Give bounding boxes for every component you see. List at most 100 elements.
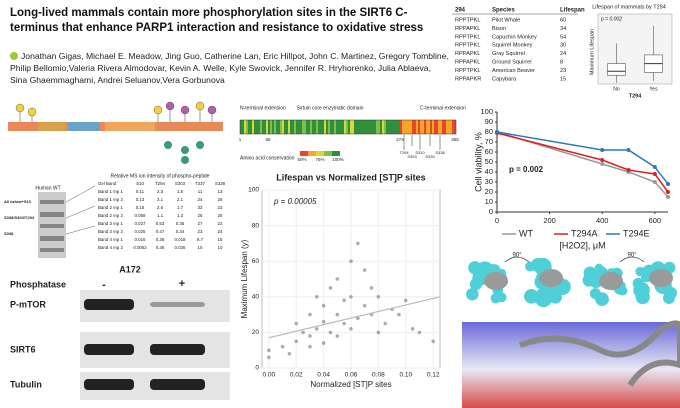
table-cell: Capybara: [492, 76, 517, 82]
point: [267, 348, 271, 353]
conservation-cell: [320, 120, 322, 134]
point: [362, 268, 367, 272]
y-tick-label: 0: [255, 365, 259, 372]
ms-cell: 0.018: [175, 237, 187, 242]
ms-header: T294: [155, 181, 166, 186]
marker: [666, 190, 670, 194]
y-tick-label: 100: [248, 187, 259, 194]
point: [294, 339, 299, 344]
x-tick-label: 400: [596, 216, 609, 225]
conservation-cell: [332, 120, 334, 134]
conservation-cell: [376, 120, 378, 134]
annotation: p = 0.002: [600, 16, 622, 22]
ms-cell: 22: [218, 221, 223, 226]
point: [328, 330, 333, 335]
legend-swatch: [316, 151, 324, 156]
y-axis-label: Maximum Lifespan (y): [240, 239, 249, 318]
conservation-cell: [446, 120, 448, 134]
conservation-cell: [350, 120, 352, 134]
conservation-cell: [268, 120, 270, 134]
marker: [652, 180, 657, 184]
conservation-cell: [414, 120, 416, 134]
ms-cell: 2.3: [157, 189, 164, 194]
ms-header: S338: [215, 181, 226, 186]
connector: [65, 205, 96, 219]
site-label: S303: [407, 154, 417, 159]
marker: [666, 182, 670, 186]
conservation-cell: [282, 120, 284, 134]
ms-header: S10: [136, 181, 144, 186]
x-axis-label: T294: [629, 93, 642, 99]
ms-cell: 15: [218, 237, 223, 242]
cell-line: A172: [119, 264, 141, 274]
x-tick-label: 200: [543, 216, 556, 225]
conservation-cell: [256, 120, 258, 134]
conservation-cell: [372, 120, 374, 134]
site-label: T294: [399, 150, 409, 155]
point: [321, 341, 326, 345]
marker: [600, 162, 605, 166]
conservation-cell: [340, 120, 342, 134]
table-cell: Gray Squirrel: [492, 51, 525, 57]
conservation-cell: [254, 120, 256, 134]
conservation-cell: [284, 120, 286, 134]
conservation-cell: [308, 120, 310, 134]
protein-label: Tubulin: [10, 379, 42, 389]
ms-cell: 25: [218, 213, 223, 218]
surface-blob: [632, 277, 644, 289]
conservation-cell: [398, 120, 400, 134]
point: [335, 334, 340, 338]
ms-cell: 0.35: [176, 221, 185, 226]
ms-cell: 0.36: [156, 237, 165, 242]
surface-blob: [594, 263, 604, 273]
marker: [666, 195, 670, 199]
marker: [652, 172, 657, 176]
table-header: Lifespan: [560, 8, 585, 14]
domain-label: N-terminal extension: [240, 105, 286, 111]
position-label: 355: [451, 137, 459, 142]
ms-cell: 0.016: [135, 237, 147, 242]
table-cell: RPPTPKL: [455, 43, 481, 49]
chart-title: Lifespan vs Normalized [ST]P sites: [276, 172, 425, 182]
y-tick-label: 60: [485, 147, 493, 156]
conservation-cell: [300, 120, 302, 134]
point: [267, 355, 271, 360]
position-label: 1: [239, 137, 242, 142]
protein-label: P-mTOR: [10, 299, 46, 309]
ms-cell: 0.027: [135, 221, 147, 226]
table-cell: 60: [560, 17, 566, 23]
table-cell: 54: [560, 34, 566, 40]
point: [308, 344, 312, 349]
conservation-cell: [274, 120, 276, 134]
x-tick-label: 600: [649, 216, 662, 225]
table-cell: 24: [560, 51, 566, 57]
conservation-cell: [252, 120, 254, 134]
ms-cell: 8.7: [197, 237, 204, 242]
ms-cell: 0.34: [176, 229, 185, 234]
ms-header: S303: [175, 181, 186, 186]
conservation-cell: [394, 120, 396, 134]
conservation-cell: [408, 120, 410, 134]
ms-cell: 26: [198, 213, 203, 218]
x-tick-label: 0: [495, 216, 499, 225]
y-tick-label: 0: [489, 207, 493, 216]
conservation-cell: [318, 120, 320, 134]
position-label: 274: [396, 137, 404, 142]
ms-cell: 0.53: [156, 221, 165, 226]
surface-blob: [466, 287, 479, 301]
table-cell: American Beaver: [492, 68, 535, 74]
conservation-cell: [422, 120, 424, 134]
legend-swatch: [324, 151, 332, 156]
conservation-cell: [374, 120, 376, 134]
ms-cell: 0.025: [135, 229, 147, 234]
conservation-cell: [246, 120, 248, 134]
conservation-cell: [302, 120, 304, 134]
legend-tick: 100%: [332, 157, 344, 162]
lollipop: [196, 141, 204, 149]
ms-cell: 1.5: [177, 189, 184, 194]
legend-title: Amino acid conservation: [240, 155, 295, 161]
rotation-label: 90°: [627, 253, 637, 259]
protein-core: [649, 269, 673, 287]
ms-cell: 0.36: [156, 245, 165, 250]
